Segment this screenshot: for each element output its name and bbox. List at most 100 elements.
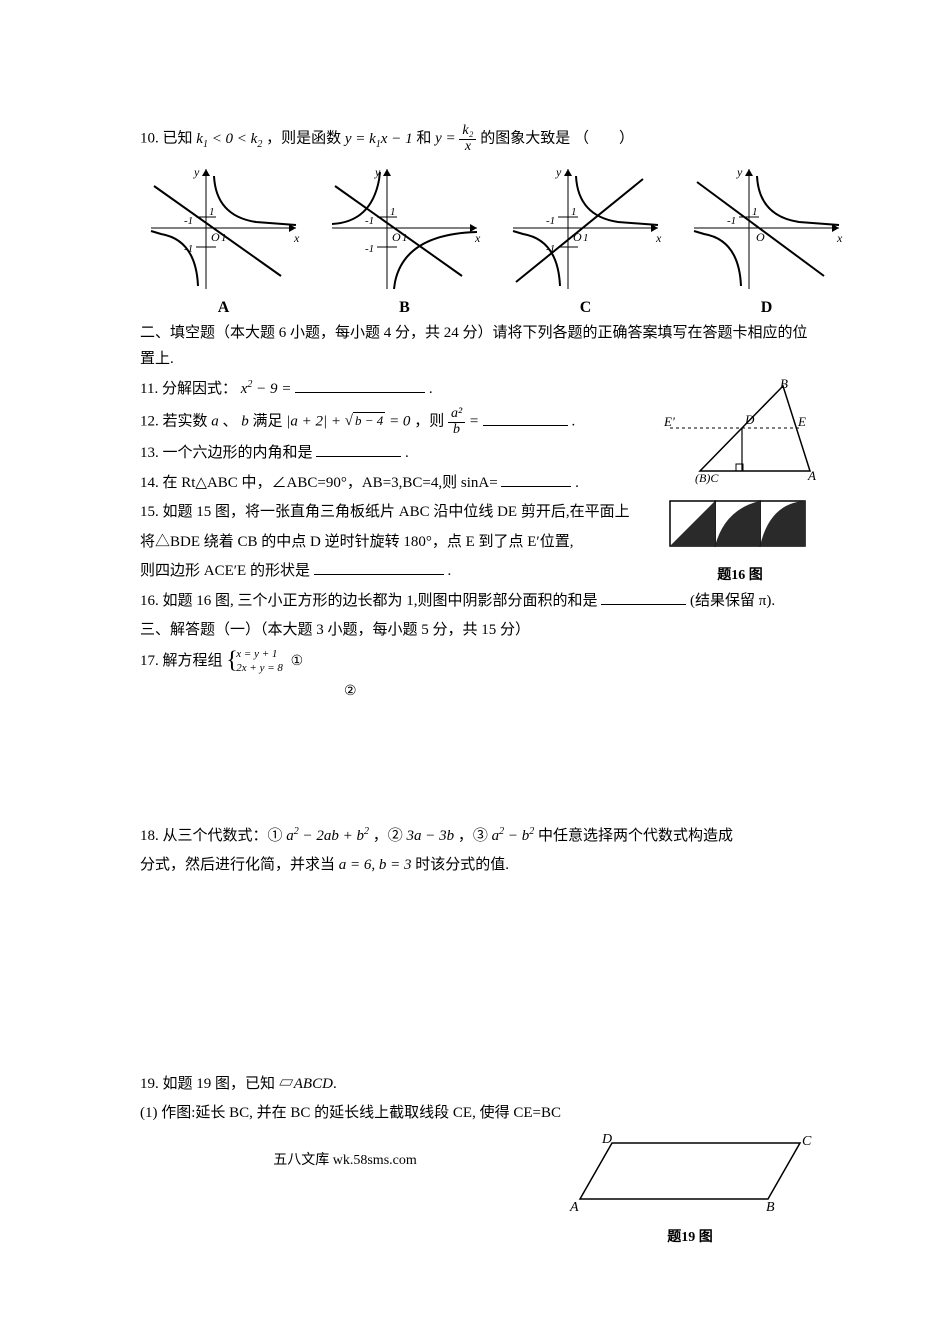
q12-a: a xyxy=(211,414,219,430)
graph-a-label: A xyxy=(146,299,301,317)
q18-l1c: ，③ xyxy=(458,828,492,844)
svg-text:y: y xyxy=(736,165,743,179)
q10-prefix: 10. 已知 xyxy=(140,131,193,147)
q16-post: (结果保留 π). xyxy=(690,593,775,609)
q12-mid2: ，则 xyxy=(414,414,448,430)
fig16-svg xyxy=(660,491,820,555)
q18-l1d: 中任意选择两个代数式构造成 xyxy=(538,828,733,844)
q12-frac-num: a² xyxy=(448,407,465,423)
q18-l1: 18. 从三个代数式：① a2 − 2ab + b2 ，② 3a − 3b ，③… xyxy=(140,823,820,850)
svg-text:1: 1 xyxy=(583,232,589,244)
q18-e3: a2 − b2 xyxy=(492,828,535,844)
q15-l3-post: . xyxy=(447,563,451,579)
q10-stem: 10. 已知 k1 < 0 < k2 ，则是函数 y = k1x − 1 和 y… xyxy=(140,124,820,154)
q10-mid2: 和 xyxy=(416,131,435,147)
svg-text:1: 1 xyxy=(752,206,758,218)
q18-e1: a2 − 2ab + b2 xyxy=(286,828,369,844)
q11-blank xyxy=(295,378,425,393)
section2-header: 二、填空题（本大题 6 小题，每小题 4 分，共 24 分）请将下列各题的正确答… xyxy=(140,321,820,372)
q18-e4: a = 6, b = 3 xyxy=(339,857,412,873)
q10-frac-den: x xyxy=(459,140,476,155)
q11-pre: 11. 分解因式： xyxy=(140,381,237,397)
figure-15-16: B A (B)C D E E′ 题16 图 xyxy=(660,376,820,584)
q19-l2: (1) 作图:延长 BC, 并在 BC 的延长线上截取线段 CE, 使得 CE=… xyxy=(140,1101,820,1127)
svg-text:E′: E′ xyxy=(663,414,675,429)
graph-a: x y O 1 -1 1 -1 A xyxy=(146,164,301,317)
q18-l2a: 分式，然后进行化简，并求当 xyxy=(140,857,339,873)
q12-abs: |a + 2| + xyxy=(286,414,345,430)
fig19-caption: 题19 图 xyxy=(560,1226,820,1246)
q18-l2b: 时该分式的值. xyxy=(415,857,509,873)
q10-graphs: x y O 1 -1 1 -1 A xyxy=(146,164,820,317)
q12-eqz: = 0 xyxy=(389,414,410,430)
svg-text:x: x xyxy=(836,231,843,245)
q17-pre: 17. 解方程组 xyxy=(140,653,226,669)
q16-pre: 16. 如题 16 图, 三个小正方形的边长都为 1,则图中阴影部分面积的和是 xyxy=(140,593,598,609)
q12-eq: = xyxy=(469,414,483,430)
svg-text:A: A xyxy=(807,468,816,483)
graph-a-svg: x y O 1 -1 1 -1 xyxy=(146,164,301,292)
q15-l3-pre: 则四边形 ACE′E 的形状是 xyxy=(140,563,310,579)
q12-frac: a² b xyxy=(448,407,465,437)
q16: 16. 如题 16 图, 三个小正方形的边长都为 1,则图中阴影部分面积的和是 … xyxy=(140,589,820,615)
q12-sqrt: b − 4 xyxy=(345,409,386,435)
q11-expr: x2 − 9 = xyxy=(241,381,292,397)
svg-text:C: C xyxy=(802,1134,812,1149)
q12-pre: 12. 若实数 xyxy=(140,414,211,430)
fig15-svg: B A (B)C D E E′ xyxy=(660,376,820,486)
q12-comma: 、 xyxy=(223,414,238,430)
q17-line1: x = y + 1 xyxy=(236,648,283,662)
svg-text:-1: -1 xyxy=(365,215,374,227)
q10-mid1: ，则是函数 xyxy=(266,131,345,147)
spacer-2 xyxy=(140,883,820,1068)
svg-text:1: 1 xyxy=(571,206,577,218)
q12-blank xyxy=(483,411,568,426)
svg-text:x: x xyxy=(474,231,481,245)
q18-e2: 3a − 3b xyxy=(407,828,455,844)
svg-text:y: y xyxy=(555,165,562,179)
svg-text:-1: -1 xyxy=(546,215,555,227)
spacer-1 xyxy=(140,709,820,819)
q15-blank xyxy=(314,560,444,575)
q10-frac-num: k₂ xyxy=(459,124,476,140)
svg-text:-1: -1 xyxy=(365,243,374,255)
svg-text:A: A xyxy=(569,1200,579,1215)
q12-b: b xyxy=(241,414,249,430)
q18-l1a: 18. 从三个代数式：① xyxy=(140,828,286,844)
svg-text:-1: -1 xyxy=(727,215,736,227)
q17: 17. 解方程组 x = y + 1 2x + y = 8 ① xyxy=(140,648,820,676)
svg-text:E: E xyxy=(797,414,806,429)
section3-header: 三、解答题（一）（本大题 3 小题，每小题 5 分，共 15 分） xyxy=(140,618,820,644)
svg-text:-1: -1 xyxy=(184,215,193,227)
q18-l1b: ，② xyxy=(373,828,407,844)
fig19-svg: A B C D xyxy=(560,1131,820,1217)
svg-text:D: D xyxy=(744,412,755,427)
q13-pre: 13. 一个六边形的内角和是 xyxy=(140,445,313,461)
q11-post: . xyxy=(429,381,433,397)
graph-d-label: D xyxy=(689,299,844,317)
q13-blank xyxy=(316,442,401,457)
q12-sqrt-inner: b − 4 xyxy=(353,412,385,428)
svg-text:x: x xyxy=(293,231,300,245)
q19-l1-text: 19. 如题 19 图，已知 ▱ABCD. xyxy=(140,1076,337,1092)
q14-blank xyxy=(501,472,571,487)
q14-post: . xyxy=(575,475,579,491)
q10-tail: 的图象大致是 （ ） xyxy=(480,131,634,147)
q17-line2: 2x + y = 8 xyxy=(236,662,283,676)
svg-text:B: B xyxy=(780,376,788,391)
svg-text:D: D xyxy=(601,1132,612,1147)
q17-system: x = y + 1 2x + y = 8 xyxy=(226,648,283,676)
q16-blank xyxy=(601,590,686,605)
q17-c2: ② xyxy=(344,680,357,704)
figure-19: A B C D 题19 图 xyxy=(560,1131,820,1246)
q10-frac: k₂ x xyxy=(459,124,476,154)
svg-text:1: 1 xyxy=(209,206,215,218)
graph-d-svg: x y O -1 1 xyxy=(689,164,844,292)
q12-post: . xyxy=(572,414,576,430)
q17-c2-row: ② xyxy=(140,679,820,705)
q19-l1: 19. 如题 19 图，已知 ▱ABCD. xyxy=(140,1072,820,1098)
q17-c1: ① xyxy=(291,650,304,674)
q12-frac-den: b xyxy=(448,423,465,438)
q10-cond: k1 < 0 < k2 xyxy=(196,131,266,147)
svg-text:x: x xyxy=(655,231,662,245)
